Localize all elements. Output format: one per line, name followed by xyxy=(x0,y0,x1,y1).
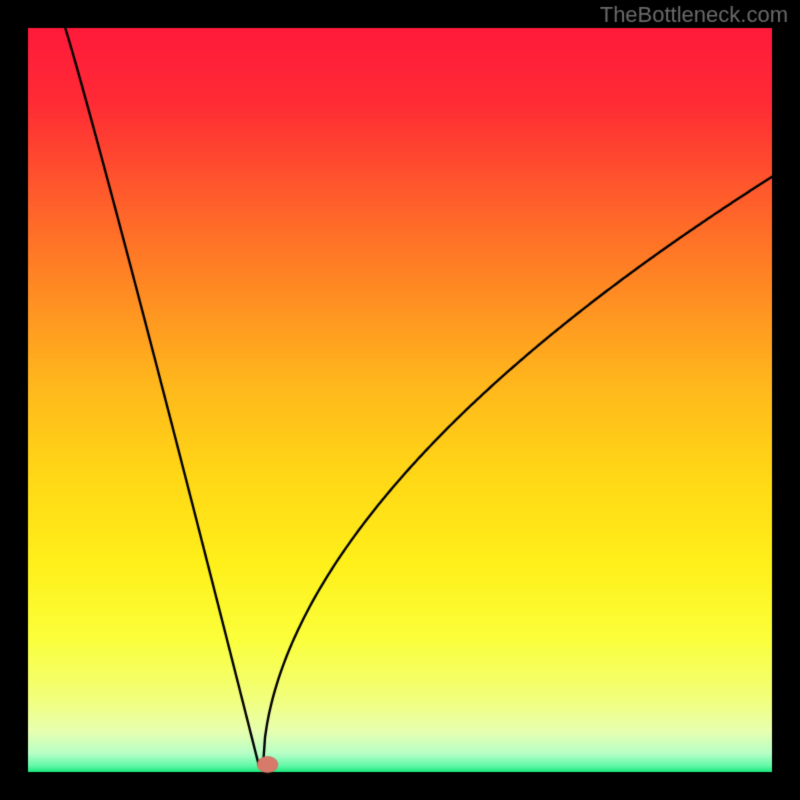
bottleneck-chart xyxy=(0,0,800,800)
